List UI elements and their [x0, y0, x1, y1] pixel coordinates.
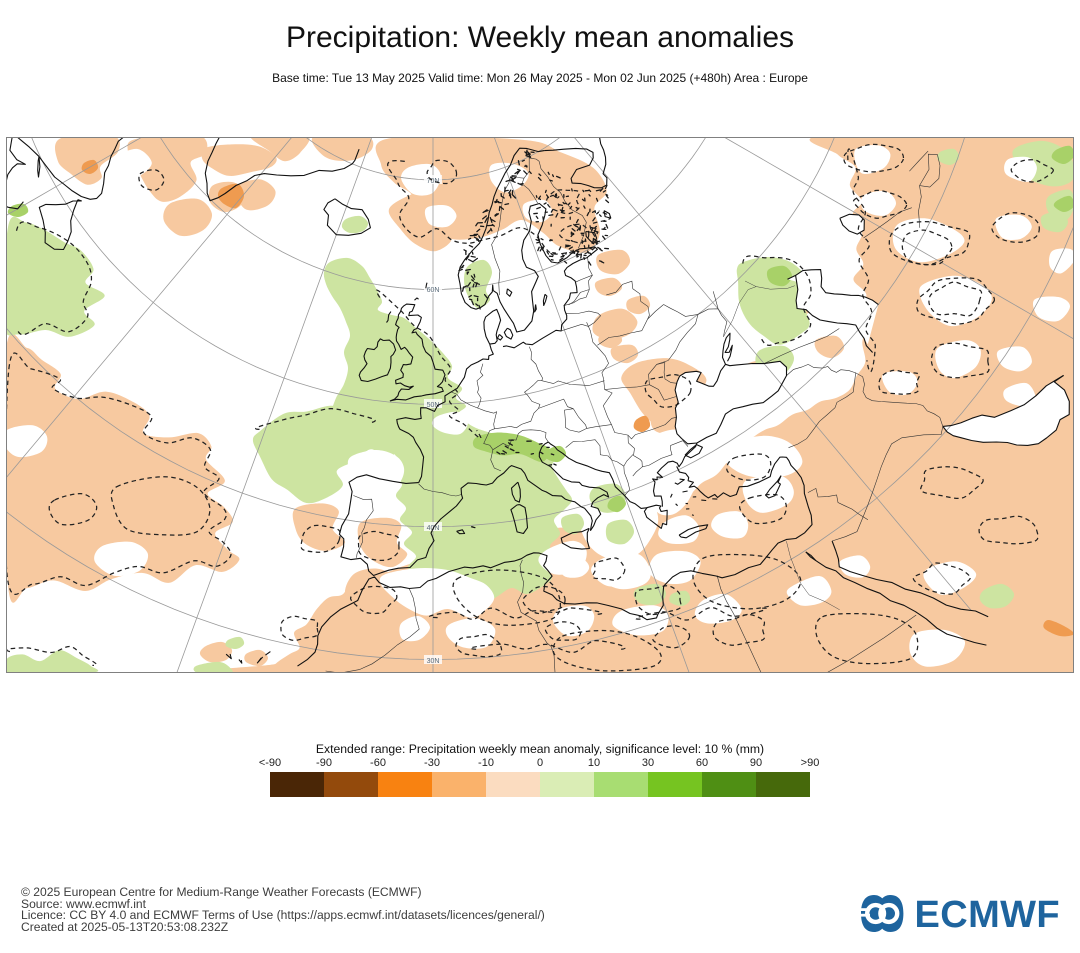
svg-text:30N: 30N [427, 658, 440, 665]
svg-text:30: 30 [642, 757, 654, 769]
svg-text:-90: -90 [316, 757, 332, 769]
svg-text:ECMWF: ECMWF [915, 894, 1061, 936]
svg-text:0: 0 [537, 757, 543, 769]
svg-text:70N: 70N [427, 178, 440, 185]
svg-text:<-90: <-90 [259, 757, 281, 769]
svg-text:-30: -30 [424, 757, 440, 769]
svg-text:-60: -60 [370, 757, 386, 769]
svg-text:50N: 50N [427, 402, 440, 409]
svg-text:90: 90 [750, 757, 762, 769]
svg-text:-10: -10 [478, 757, 494, 769]
svg-text:10: 10 [588, 757, 600, 769]
svg-text:60: 60 [696, 757, 708, 769]
svg-text:60N: 60N [427, 287, 440, 294]
svg-text:>90: >90 [801, 757, 820, 769]
